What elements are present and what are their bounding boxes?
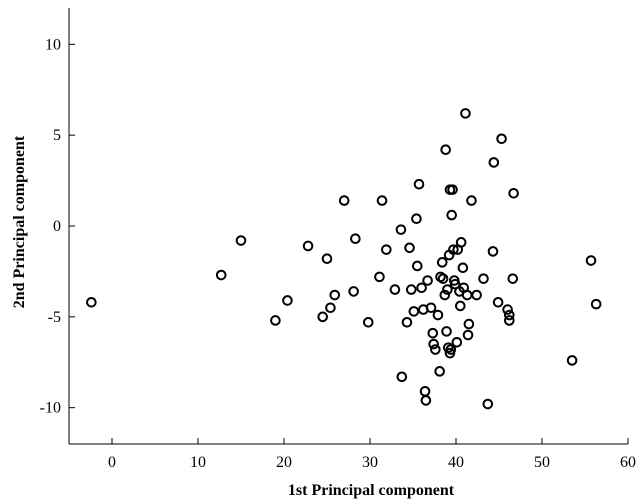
plot-area: 0 10 20 30 40 50 60 -10 -5 0 5 10 [40, 8, 636, 471]
x-tick-label: 20 [276, 454, 292, 471]
data-point [428, 338, 439, 350]
data-point [504, 309, 515, 321]
data-point [508, 188, 519, 199]
data-point [401, 316, 413, 328]
data-point [381, 244, 392, 255]
data-point [329, 289, 341, 301]
y-tick-label: -5 [48, 309, 61, 326]
data-point [404, 242, 415, 254]
data-point [376, 195, 388, 206]
data-point [405, 284, 417, 295]
y-axis-label: 2nd Principal component [11, 135, 28, 308]
data-point [455, 300, 466, 312]
data-point [422, 275, 433, 286]
data-point [496, 133, 507, 145]
data-point [590, 298, 602, 310]
data-point [325, 302, 336, 314]
data-point [235, 235, 247, 246]
x-tick-label: 0 [108, 454, 116, 471]
y-tick-label: -10 [40, 400, 61, 417]
data-point [461, 289, 473, 301]
data-point [395, 224, 407, 235]
data-point [585, 255, 597, 266]
data-point [411, 213, 422, 225]
data-point [420, 395, 432, 406]
data-point [321, 253, 333, 265]
y-tick-label: 10 [45, 36, 61, 53]
data-point [413, 178, 425, 190]
data-point [419, 386, 431, 397]
data-point [566, 355, 578, 366]
data-point [463, 318, 475, 330]
x-tick-label: 30 [362, 454, 378, 471]
data-point [448, 244, 459, 255]
data-point [446, 209, 458, 221]
data-point [442, 284, 453, 295]
data-point [462, 329, 474, 341]
data-point [492, 297, 504, 308]
data-point [482, 398, 494, 410]
data-point [441, 326, 452, 337]
data-point [432, 309, 444, 321]
data-point [282, 295, 293, 306]
data-point [408, 306, 420, 317]
data-point [270, 315, 281, 326]
data-point [389, 284, 401, 295]
data-point [445, 344, 457, 355]
data-point [502, 304, 513, 315]
x-axis-label: 1st Principal component [288, 482, 455, 499]
data-point [215, 269, 227, 281]
data-point [350, 233, 361, 245]
data-point [439, 289, 451, 301]
data-point [86, 297, 97, 308]
y-tick-label: 0 [53, 218, 61, 235]
data-point [434, 366, 445, 377]
data-point [440, 144, 451, 155]
data-point [396, 371, 408, 383]
x-tick-label: 60 [620, 454, 636, 471]
data-point [430, 344, 441, 355]
data-point [348, 286, 359, 297]
data-point [374, 271, 385, 283]
data-point [317, 311, 329, 323]
data-point [302, 240, 314, 252]
data-point [504, 315, 515, 326]
data-point [507, 273, 519, 284]
data-point [362, 316, 374, 328]
data-point [457, 262, 469, 274]
data-point [471, 289, 482, 301]
data-point [416, 282, 427, 294]
data-point [427, 327, 439, 339]
data-point [436, 257, 448, 268]
y-tick-label: 5 [53, 127, 61, 144]
x-tick-label: 40 [448, 454, 464, 471]
data-point [451, 336, 463, 348]
data-point [338, 195, 350, 206]
data-point [437, 273, 449, 284]
data-point [412, 260, 423, 272]
data-point [488, 157, 500, 168]
data-point [447, 184, 458, 195]
data-point [425, 302, 437, 314]
data-point [455, 237, 467, 248]
data-point [478, 273, 489, 284]
data-point [460, 108, 471, 119]
x-tick-label: 50 [534, 454, 550, 471]
x-tick-label: 10 [190, 454, 206, 471]
data-point [487, 246, 499, 257]
data-point [466, 195, 477, 206]
